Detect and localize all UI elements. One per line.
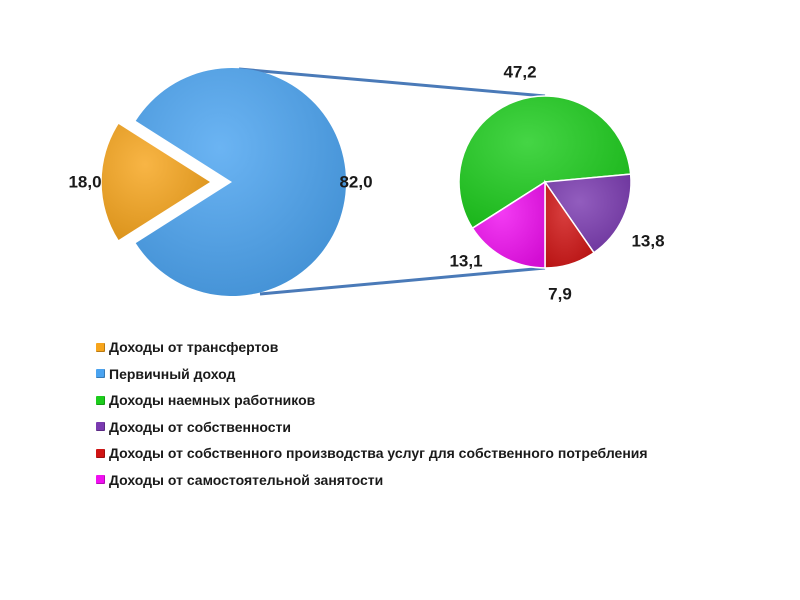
secondary-pie bbox=[458, 95, 632, 269]
data-label-self-employment: 13,1 bbox=[449, 251, 482, 270]
connector-lines bbox=[238, 67, 546, 296]
legend-label: Доходы от самостоятельной занятости bbox=[109, 471, 384, 488]
legend-item: Доходы от самостоятельной занятости bbox=[96, 467, 648, 494]
data-label-own-production: 7,9 bbox=[548, 284, 572, 303]
data-label-employees: 47,2 bbox=[503, 62, 536, 81]
chart-plot-area: 82,0 18,0 47,2 13,8 7,9 13,1 bbox=[68, 62, 664, 303]
main-pie bbox=[101, 68, 346, 297]
legend-item: Доходы от собственности bbox=[96, 414, 648, 441]
pie-slice-property bbox=[543, 173, 632, 254]
legend-label: Доходы от трансфертов bbox=[109, 339, 279, 356]
data-label-primary-income: 82,0 bbox=[339, 172, 372, 191]
legend-swatch bbox=[96, 395, 105, 405]
chart-legend: Доходы от трансфертов Первичный доход До… bbox=[96, 334, 648, 493]
pie-slice-primary-income bbox=[135, 68, 346, 297]
data-label-property: 13,8 bbox=[631, 231, 664, 250]
connector-line-top bbox=[238, 67, 546, 98]
connector-line-bottom bbox=[259, 266, 546, 296]
legend-label: Доходы от собственности bbox=[109, 418, 292, 435]
legend-swatch bbox=[96, 369, 105, 379]
legend-label: Доходы от собственного производства услу… bbox=[109, 445, 648, 462]
data-label-transfers: 18,0 bbox=[68, 172, 101, 191]
legend-item: Доходы от собственного производства услу… bbox=[96, 440, 648, 467]
pie-slice-employees bbox=[458, 95, 632, 230]
data-labels: 82,0 18,0 47,2 13,8 7,9 13,1 bbox=[68, 62, 664, 303]
legend-swatch bbox=[96, 475, 105, 485]
legend-item: Доходы от трансфертов bbox=[96, 334, 648, 361]
legend-item: Первичный доход bbox=[96, 361, 648, 388]
pie-slice-self-employment bbox=[471, 180, 546, 269]
legend-label: Доходы наемных работников bbox=[109, 392, 316, 409]
legend-item: Доходы наемных работников bbox=[96, 387, 648, 414]
legend-swatch bbox=[96, 342, 105, 352]
legend-swatch bbox=[96, 448, 105, 458]
pie-slice-transfers bbox=[101, 123, 210, 241]
legend-label: Первичный доход bbox=[109, 365, 236, 382]
legend-swatch bbox=[96, 422, 105, 432]
